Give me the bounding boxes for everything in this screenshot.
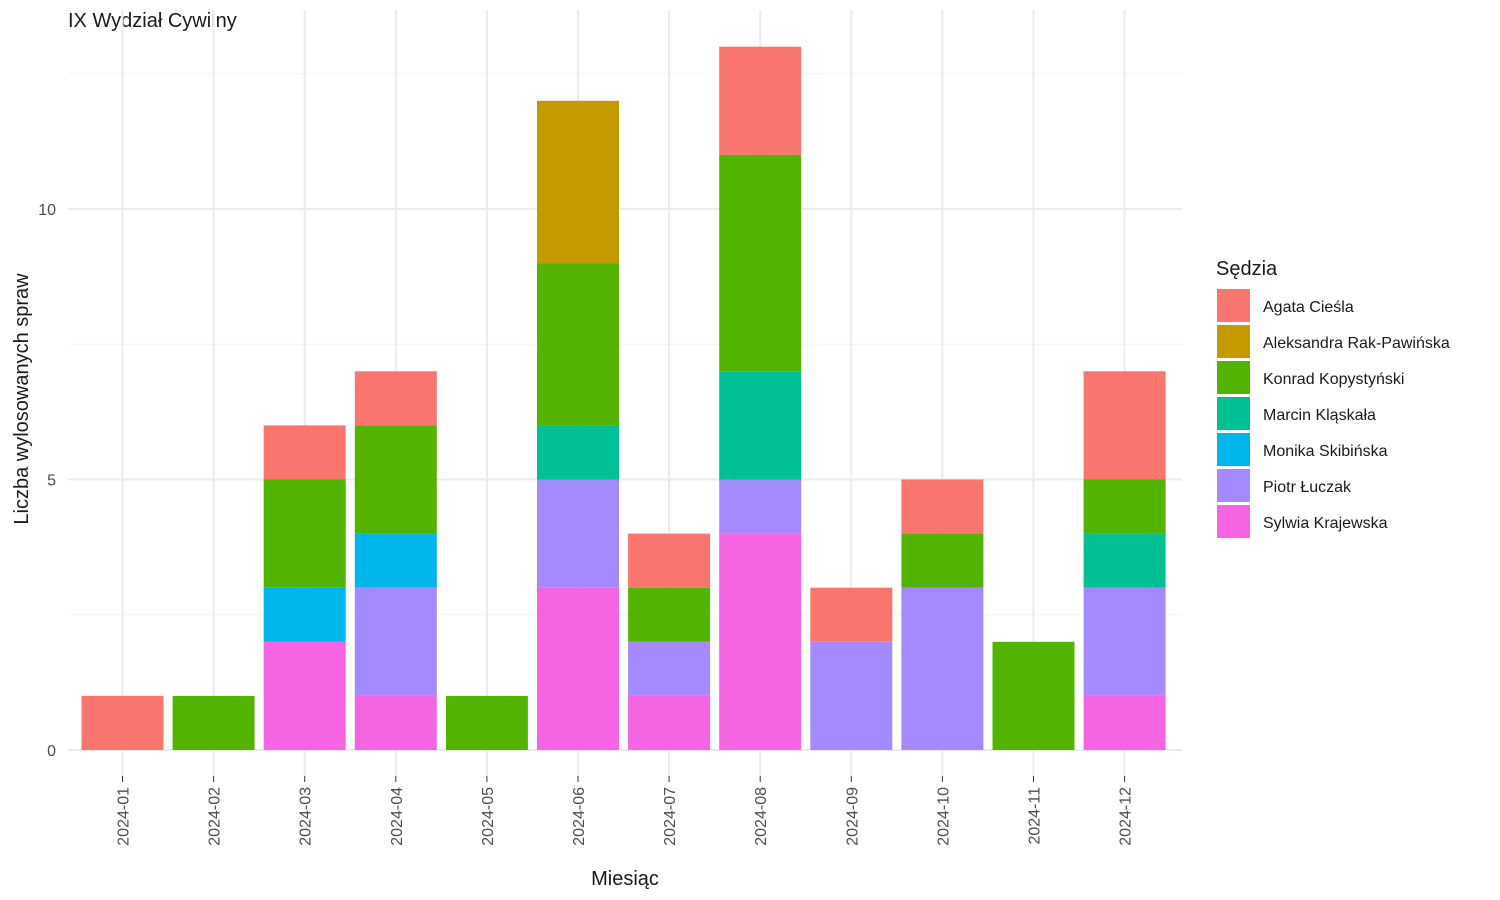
x-tick-label: 2024-09	[844, 787, 861, 846]
bar-segment: Konrad Kopystyński: 2	[992, 641, 1075, 750]
legend-key	[1217, 361, 1250, 394]
bar-segment: Marcin Kląskała: 2	[719, 371, 802, 480]
x-tick-label: 2024-11	[1027, 787, 1044, 845]
legend-label: Piotr Łuczak	[1263, 479, 1352, 496]
bar-segment: Piotr Łuczak: 2	[810, 641, 893, 750]
bar-segment: Sylwia Krajewska: 2	[263, 641, 346, 750]
bar-segment: Agata Cieśla: 2	[719, 46, 802, 155]
bar-segment: Agata Cieśla: 1	[263, 425, 346, 480]
x-tick-label: 2024-08	[753, 787, 770, 846]
x-axis-title: Miesiąc	[591, 868, 659, 890]
bar-segment: Piotr Łuczak: 2	[354, 587, 437, 696]
y-tick-label: 5	[47, 473, 56, 490]
bar-segment: Sylwia Krajewska: 1	[628, 695, 711, 750]
bar-segment: Agata Cieśla: 1	[81, 695, 164, 750]
bar-segment: Konrad Kopystyński: 1	[901, 533, 984, 588]
x-tick-label: 2024-12	[1118, 787, 1135, 846]
legend-label: Marcin Kląskała	[1263, 407, 1376, 424]
y-tick-label: 10	[38, 202, 56, 219]
bar-segment: Sylwia Krajewska: 4	[719, 533, 802, 750]
bar-segment: Aleksandra Rak-Pawińska: 3	[537, 100, 619, 264]
bar-segment: Agata Cieśla: 1	[810, 587, 893, 642]
bar-segment: Agata Cieśla: 1	[628, 533, 711, 588]
x-tick-label: 2024-10	[935, 787, 952, 846]
chart-title: IX Wydział Cywilny	[68, 10, 237, 32]
bar-segment: Marcin Kląskała: 1	[1083, 533, 1166, 588]
legend-label: Aleksandra Rak-Pawińska	[1263, 335, 1450, 352]
bar-segment: Konrad Kopystyński: 1	[445, 695, 528, 750]
bar-segment: Marcin Kląskała: 1	[537, 425, 619, 480]
legend: Sędzia Agata Cieśla Aleksandra Rak-Pawińs…	[1216, 258, 1450, 538]
bar-segment: Piotr Łuczak: 2	[537, 479, 619, 588]
bar-segment: Piotr Łuczak: 1	[719, 479, 802, 534]
legend-key	[1217, 505, 1250, 538]
bar-segment: Agata Cieśla: 1	[354, 371, 437, 426]
bar-segment: Sylwia Krajewska: 1	[354, 695, 437, 750]
x-tick-label: 2024-07	[662, 787, 679, 846]
x-tick-label: 2024-06	[571, 787, 588, 846]
legend-label: Sylwia Krajewska	[1263, 515, 1388, 532]
legend-key	[1217, 469, 1250, 502]
bar-segment: Konrad Kopystyński: 2	[354, 425, 437, 534]
x-tick-label: 2024-02	[207, 787, 224, 846]
legend-items: Agata Cieśla Aleksandra Rak-Pawińska Konra…	[1217, 289, 1450, 538]
y-axis-ticks: 0 5 10	[38, 202, 56, 760]
bar-segment: Monika Skibińska: 1	[263, 587, 346, 642]
bar-segment: Agata Cieśla: 1	[901, 479, 984, 534]
legend-key	[1217, 397, 1250, 430]
legend-label: Agata Cieśla	[1263, 299, 1354, 316]
x-tick-label: 2024-04	[389, 787, 406, 846]
x-tick-label: 2024-01	[116, 787, 133, 846]
bar-segment: Konrad Kopystyński: 1	[628, 587, 711, 642]
bars: Agata Cieśla: 1Konrad Kopystyński: 1Sylw…	[81, 46, 1166, 750]
bar-segment: Konrad Kopystyński: 2	[263, 479, 346, 588]
x-axis-ticks: 2024-01 2024-02 2024-03 2024-04 2024-05 2024-…	[116, 776, 1135, 846]
legend-key	[1217, 433, 1250, 466]
legend-label: Monika Skibińska	[1263, 443, 1388, 460]
bar-segment: Agata Cieśla: 2	[1083, 371, 1166, 480]
legend-key	[1217, 325, 1250, 358]
bar-segment: Sylwia Krajewska: 3	[537, 587, 619, 750]
legend-label: Konrad Kopystyński	[1263, 371, 1404, 388]
bar-segment: Piotr Łuczak: 2	[1083, 587, 1166, 696]
bar-segment: Piotr Łuczak: 1	[628, 641, 711, 696]
bar-segment: Piotr Łuczak: 3	[901, 587, 984, 750]
bar-segment: Konrad Kopystyński: 4	[719, 154, 802, 372]
x-tick-label: 2024-03	[298, 787, 315, 846]
legend-title: Sędzia	[1216, 258, 1278, 280]
x-tick-label: 2024-05	[480, 787, 497, 846]
bar-segment: Konrad Kopystyński: 3	[537, 263, 619, 426]
bar-segment: Konrad Kopystyński: 1	[1083, 479, 1166, 534]
y-axis-title: Liczba wylosowanych spraw	[11, 273, 33, 525]
bar-segment: Sylwia Krajewska: 1	[1083, 695, 1166, 750]
y-tick-label: 0	[47, 743, 56, 760]
bar-segment: Monika Skibińska: 1	[354, 533, 437, 588]
bar-segment: Konrad Kopystyński: 1	[172, 695, 255, 750]
legend-key	[1217, 289, 1250, 322]
